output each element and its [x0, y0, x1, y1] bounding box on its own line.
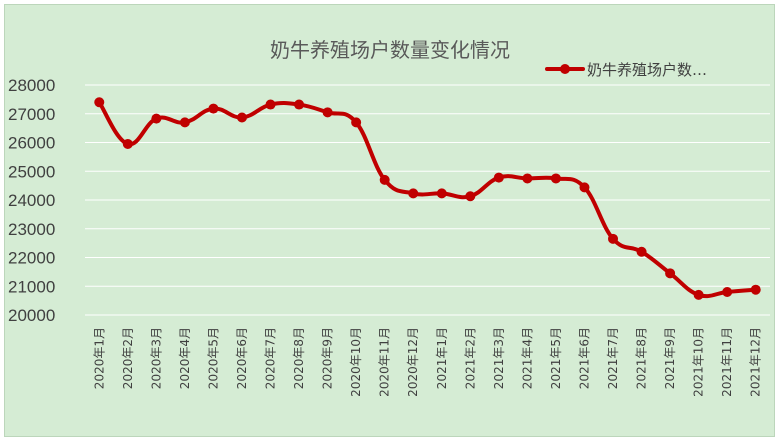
data-point: [465, 191, 476, 202]
legend-marker: [560, 64, 570, 74]
data-point: [351, 117, 362, 128]
legend: 奶牛养殖场户数…: [545, 61, 707, 79]
data-point: [636, 246, 647, 257]
x-tick-label: 2021年9月: [663, 327, 677, 389]
x-tick-label: 2021年4月: [520, 327, 534, 389]
x-tick-label: 2021年8月: [635, 327, 649, 389]
series-line: [97, 100, 758, 299]
data-point: [608, 233, 619, 244]
chart-title: 奶牛养殖场户数量变化情况: [270, 38, 510, 62]
x-tick-label: 2020年8月: [292, 327, 306, 389]
x-axis: 2020年1月 2020年2月 2020年3月 2020年4月 2020年5月 2020年…: [92, 327, 762, 397]
x-tick-label: 2020年7月: [264, 327, 278, 389]
x-tick-label: 2021年3月: [492, 327, 506, 389]
series: [94, 97, 761, 300]
data-point: [579, 182, 590, 193]
x-tick-label: 2020年2月: [121, 327, 135, 389]
data-point: [294, 99, 305, 110]
x-tick-label: 2021年5月: [549, 327, 563, 389]
legend-label: 奶牛养殖场户数…: [587, 61, 707, 79]
x-tick-label: 2021年7月: [606, 327, 620, 389]
y-tick-label: 20000: [8, 306, 55, 325]
y-tick-label: 21000: [8, 277, 55, 296]
x-tick-label: 2021年6月: [577, 327, 591, 389]
x-tick-label: 2020年6月: [235, 327, 249, 389]
y-tick-label: 22000: [8, 249, 55, 268]
data-point: [522, 173, 533, 184]
data-point: [151, 113, 162, 124]
data-point: [722, 287, 733, 297]
x-tick-label: 2020年11月: [378, 327, 392, 397]
x-tick-label: 2020年1月: [92, 327, 106, 389]
data-point: [493, 172, 504, 183]
y-tick-label: 28000: [8, 76, 55, 95]
data-point: [122, 138, 133, 149]
x-tick-label: 2021年2月: [463, 327, 477, 389]
data-point: [94, 97, 105, 108]
x-tick-label: 2020年3月: [149, 327, 163, 389]
data-point: [750, 284, 761, 295]
data-point: [236, 112, 247, 123]
data-point: [693, 289, 704, 300]
x-tick-label: 2020年12月: [406, 327, 420, 397]
data-point: [208, 103, 219, 114]
y-tick-label: 26000: [8, 134, 55, 153]
chart-area: 奶牛养殖场户数量变化情况 奶牛养殖场户数… 20000 21000 22000 230…: [4, 4, 775, 437]
x-tick-label: 2020年5月: [206, 327, 220, 389]
data-point: [550, 173, 561, 184]
x-tick-label: 2020年10月: [349, 327, 363, 397]
x-tick-label: 2021年1月: [435, 327, 449, 389]
data-point: [265, 99, 276, 110]
gridlines: [85, 84, 770, 316]
x-tick-label: 2020年9月: [321, 327, 335, 389]
y-axis: 20000 21000 22000 23000 24000 25000 26000 27000…: [8, 76, 55, 325]
y-tick-label: 23000: [8, 220, 55, 239]
y-tick-label: 25000: [8, 162, 55, 181]
data-point: [322, 107, 333, 118]
x-tick-label: 2021年10月: [692, 327, 706, 397]
data-point: [436, 188, 447, 199]
data-point: [379, 174, 390, 185]
line-chart: 奶牛养殖场户数量变化情况 奶牛养殖场户数… 20000 21000 22000 230…: [8, 38, 770, 397]
data-point: [665, 268, 676, 279]
x-tick-label: 2021年12月: [749, 327, 763, 397]
y-tick-label: 24000: [8, 191, 55, 210]
x-tick-label: 2021年11月: [720, 327, 734, 397]
data-point: [408, 188, 419, 199]
data-point: [179, 117, 190, 128]
x-tick-label: 2020年4月: [178, 327, 192, 389]
y-tick-label: 27000: [8, 105, 55, 124]
